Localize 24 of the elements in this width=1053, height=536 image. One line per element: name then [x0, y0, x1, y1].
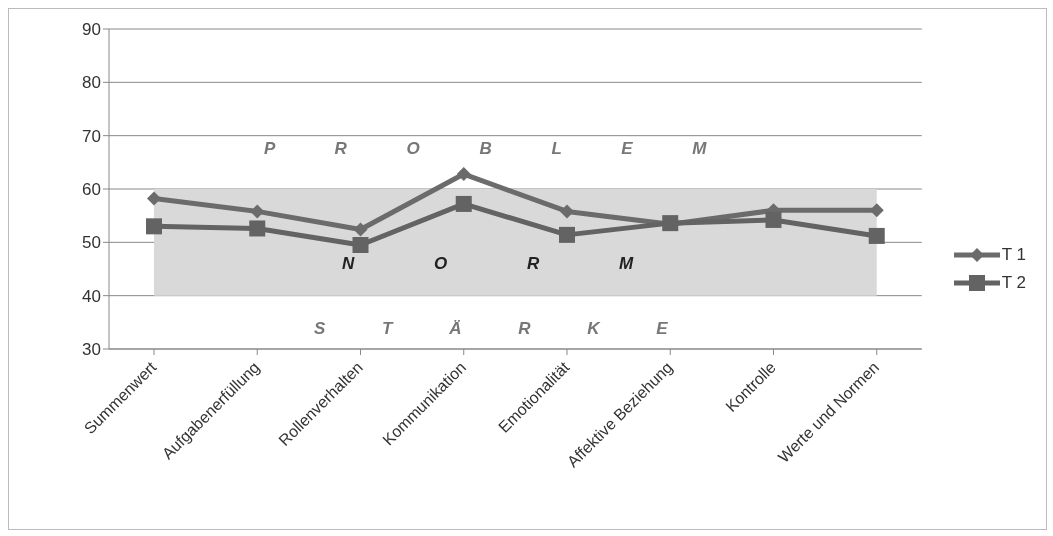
letter-row: N O R M [342, 254, 634, 274]
point [352, 237, 369, 253]
point [146, 218, 162, 235]
letter-row: P R O B L E M [264, 139, 707, 159]
point [353, 222, 368, 237]
legend-label: T 2 [1001, 273, 1026, 293]
y-tick-label: 80 [82, 73, 101, 93]
letter-row: S T Ä R K E [314, 319, 668, 339]
point [559, 204, 574, 219]
point [558, 226, 575, 243]
point [249, 220, 266, 237]
point [765, 211, 782, 228]
y-tick-label: 90 [82, 20, 101, 40]
point [147, 191, 161, 206]
point [455, 195, 472, 212]
y-tick-label: 50 [82, 233, 101, 253]
y-tick-label: 40 [82, 286, 101, 306]
y-tick-label: 60 [82, 180, 101, 200]
point [456, 167, 471, 182]
point [868, 227, 885, 244]
y-tick-label: 70 [82, 126, 101, 146]
y-tick-label: 30 [82, 340, 101, 360]
legend-label: T 1 [1001, 245, 1026, 265]
point [250, 204, 265, 219]
